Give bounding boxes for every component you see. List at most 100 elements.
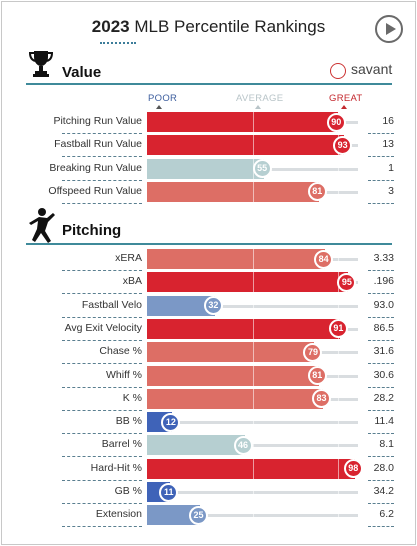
percentile-bar-chase[interactable] bbox=[147, 342, 315, 363]
gridline bbox=[253, 272, 254, 293]
gridline bbox=[337, 158, 339, 179]
label-divider bbox=[62, 479, 142, 481]
percentile-bubble-pitching-run-value: 90 bbox=[326, 112, 346, 132]
percentile-bubble-gb: 11 bbox=[159, 482, 179, 502]
gridline bbox=[253, 482, 254, 502]
percentile-bar-whiff[interactable] bbox=[147, 365, 319, 386]
value-divider bbox=[368, 156, 394, 158]
title-underline bbox=[100, 42, 136, 44]
label-divider bbox=[62, 386, 142, 388]
value-divider bbox=[368, 133, 394, 134]
percentile-bar-hard-hit[interactable] bbox=[147, 458, 355, 479]
metric-label-bb: BB % bbox=[115, 415, 142, 428]
metric-label-xba: xBA bbox=[122, 275, 142, 288]
gridline bbox=[253, 112, 254, 132]
tick-average bbox=[255, 105, 261, 109]
metric-label-offspeed-run-value: Offspeed Run Value bbox=[48, 184, 142, 197]
percentile-track bbox=[147, 421, 358, 425]
percentile-bubble-hard-hit: 98 bbox=[343, 459, 363, 479]
scale-average: AVERAGE bbox=[236, 93, 284, 104]
gridline bbox=[253, 412, 254, 433]
metric-value-gb: 34.2 bbox=[373, 485, 394, 497]
section-title-pitching: Pitching bbox=[62, 222, 122, 239]
metric-label-barrel: Barrel % bbox=[101, 438, 142, 451]
metric-value-fastball-run-value: 13 bbox=[382, 138, 394, 151]
percentile-bubble-offspeed-run-value: 81 bbox=[307, 182, 327, 202]
gridline bbox=[337, 342, 339, 363]
percentile-bubble-whiff: 81 bbox=[307, 366, 327, 385]
metric-value-whiff: 30.6 bbox=[373, 368, 394, 381]
page-title: 2023 MLB Percentile Rankings bbox=[91, 17, 326, 36]
percentile-bar-breaking-run-value[interactable] bbox=[147, 158, 264, 179]
percentile-bar-pitching-run-value[interactable] bbox=[147, 112, 338, 132]
percentile-bar-avg-exit-velocity[interactable] bbox=[147, 318, 340, 339]
label-divider bbox=[62, 179, 142, 181]
percentile-bar-offspeed-run-value[interactable] bbox=[147, 181, 319, 202]
metric-label-breaking-run-value: Breaking Run Value bbox=[49, 161, 142, 174]
metric-value-offspeed-run-value: 3 bbox=[388, 184, 394, 197]
section-rule-value bbox=[26, 83, 392, 85]
percentile-bubble-k: 83 bbox=[311, 389, 331, 409]
value-divider bbox=[368, 293, 394, 295]
play-circle-icon[interactable] bbox=[375, 15, 403, 43]
percentile-bubble-extension: 25 bbox=[189, 505, 208, 525]
metric-label-xera: xERA bbox=[115, 252, 142, 264]
section-rule-pitching bbox=[26, 243, 392, 245]
metric-value-bb: 11.4 bbox=[374, 415, 394, 428]
percentile-bar-xera[interactable] bbox=[147, 249, 326, 269]
gridline bbox=[337, 412, 339, 433]
value-divider bbox=[368, 409, 394, 411]
percentile-bar-barrel[interactable] bbox=[147, 435, 245, 456]
value-divider bbox=[368, 363, 394, 365]
value-divider bbox=[368, 339, 394, 341]
value-divider bbox=[368, 433, 394, 435]
label-divider bbox=[62, 133, 142, 134]
label-divider bbox=[62, 339, 142, 341]
gridline bbox=[253, 458, 254, 479]
value-divider bbox=[368, 386, 394, 388]
percentile-bar-xba[interactable] bbox=[147, 272, 349, 293]
percentile-bubble-bb: 12 bbox=[161, 412, 181, 432]
percentile-track bbox=[147, 304, 358, 308]
percentile-bubble-fastball-velo: 32 bbox=[203, 296, 223, 316]
gridline bbox=[253, 342, 254, 363]
percentile-bubble-xba: 95 bbox=[337, 272, 357, 292]
metric-value-pitching-run-value: 16 bbox=[382, 115, 394, 127]
tick-great bbox=[341, 105, 347, 109]
percentile-bar-k[interactable] bbox=[147, 388, 323, 409]
value-divider bbox=[368, 270, 394, 271]
percentile-bubble-breaking-run-value: 55 bbox=[252, 159, 272, 179]
metric-label-fastball-run-value: Fastball Run Value bbox=[54, 138, 142, 151]
percentile-track bbox=[147, 491, 358, 494]
metric-label-chase: Chase % bbox=[99, 345, 142, 358]
metric-label-gb: GB % bbox=[114, 485, 142, 497]
gridline bbox=[337, 435, 339, 456]
percentile-bubble-chase: 79 bbox=[303, 342, 323, 362]
gridline bbox=[253, 505, 254, 526]
scale-great: GREAT bbox=[329, 93, 363, 104]
percentile-bar-extension[interactable] bbox=[147, 505, 200, 526]
gridline bbox=[337, 365, 339, 386]
metric-value-xera: 3.33 bbox=[373, 252, 394, 264]
gridline bbox=[337, 458, 339, 479]
label-divider bbox=[62, 456, 142, 458]
trophy-icon bbox=[28, 51, 54, 77]
scale-poor: POOR bbox=[148, 93, 178, 104]
percentile-bubble-avg-exit-velocity: 91 bbox=[328, 319, 348, 339]
metric-value-k: 28.2 bbox=[373, 391, 394, 404]
value-divider bbox=[368, 526, 394, 528]
brand-name: savant bbox=[351, 61, 393, 77]
percentile-track bbox=[147, 514, 358, 518]
value-divider bbox=[368, 202, 394, 204]
gridline bbox=[337, 505, 339, 526]
label-divider bbox=[62, 156, 142, 158]
metric-label-extension: Extension bbox=[95, 508, 142, 521]
gridline bbox=[253, 135, 254, 156]
metric-value-fastball-velo: 93.0 bbox=[373, 298, 394, 311]
percentile-bar-fastball-run-value[interactable] bbox=[147, 135, 345, 156]
metric-value-avg-exit-velocity: 86.5 bbox=[373, 321, 394, 334]
tick-poor bbox=[156, 105, 162, 109]
metric-value-breaking-run-value: 1 bbox=[388, 161, 394, 174]
metric-value-barrel: 8.1 bbox=[379, 438, 394, 451]
percentile-bar-fastball-velo[interactable] bbox=[147, 295, 215, 316]
